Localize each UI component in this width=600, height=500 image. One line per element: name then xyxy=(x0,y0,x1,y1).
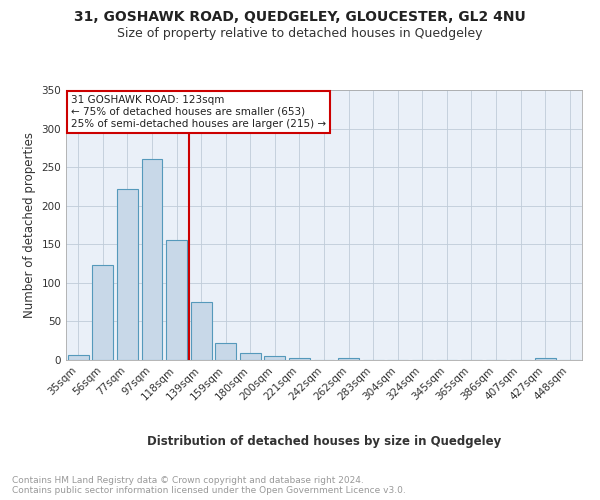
Text: Contains HM Land Registry data © Crown copyright and database right 2024.
Contai: Contains HM Land Registry data © Crown c… xyxy=(12,476,406,495)
Bar xyxy=(142,160,163,360)
Bar xyxy=(338,358,359,360)
Text: 31 GOSHAWK ROAD: 123sqm
← 75% of detached houses are smaller (653)
25% of semi-d: 31 GOSHAWK ROAD: 123sqm ← 75% of detache… xyxy=(71,96,326,128)
Bar xyxy=(240,353,261,360)
Bar xyxy=(535,358,556,360)
Bar xyxy=(68,356,89,360)
Bar xyxy=(289,358,310,360)
Text: Distribution of detached houses by size in Quedgeley: Distribution of detached houses by size … xyxy=(147,435,501,448)
Bar xyxy=(117,188,138,360)
Text: 31, GOSHAWK ROAD, QUEDGELEY, GLOUCESTER, GL2 4NU: 31, GOSHAWK ROAD, QUEDGELEY, GLOUCESTER,… xyxy=(74,10,526,24)
Bar xyxy=(191,302,212,360)
Bar xyxy=(92,265,113,360)
Bar xyxy=(265,356,286,360)
Y-axis label: Number of detached properties: Number of detached properties xyxy=(23,132,36,318)
Bar xyxy=(215,343,236,360)
Bar xyxy=(166,240,187,360)
Text: Size of property relative to detached houses in Quedgeley: Size of property relative to detached ho… xyxy=(117,28,483,40)
